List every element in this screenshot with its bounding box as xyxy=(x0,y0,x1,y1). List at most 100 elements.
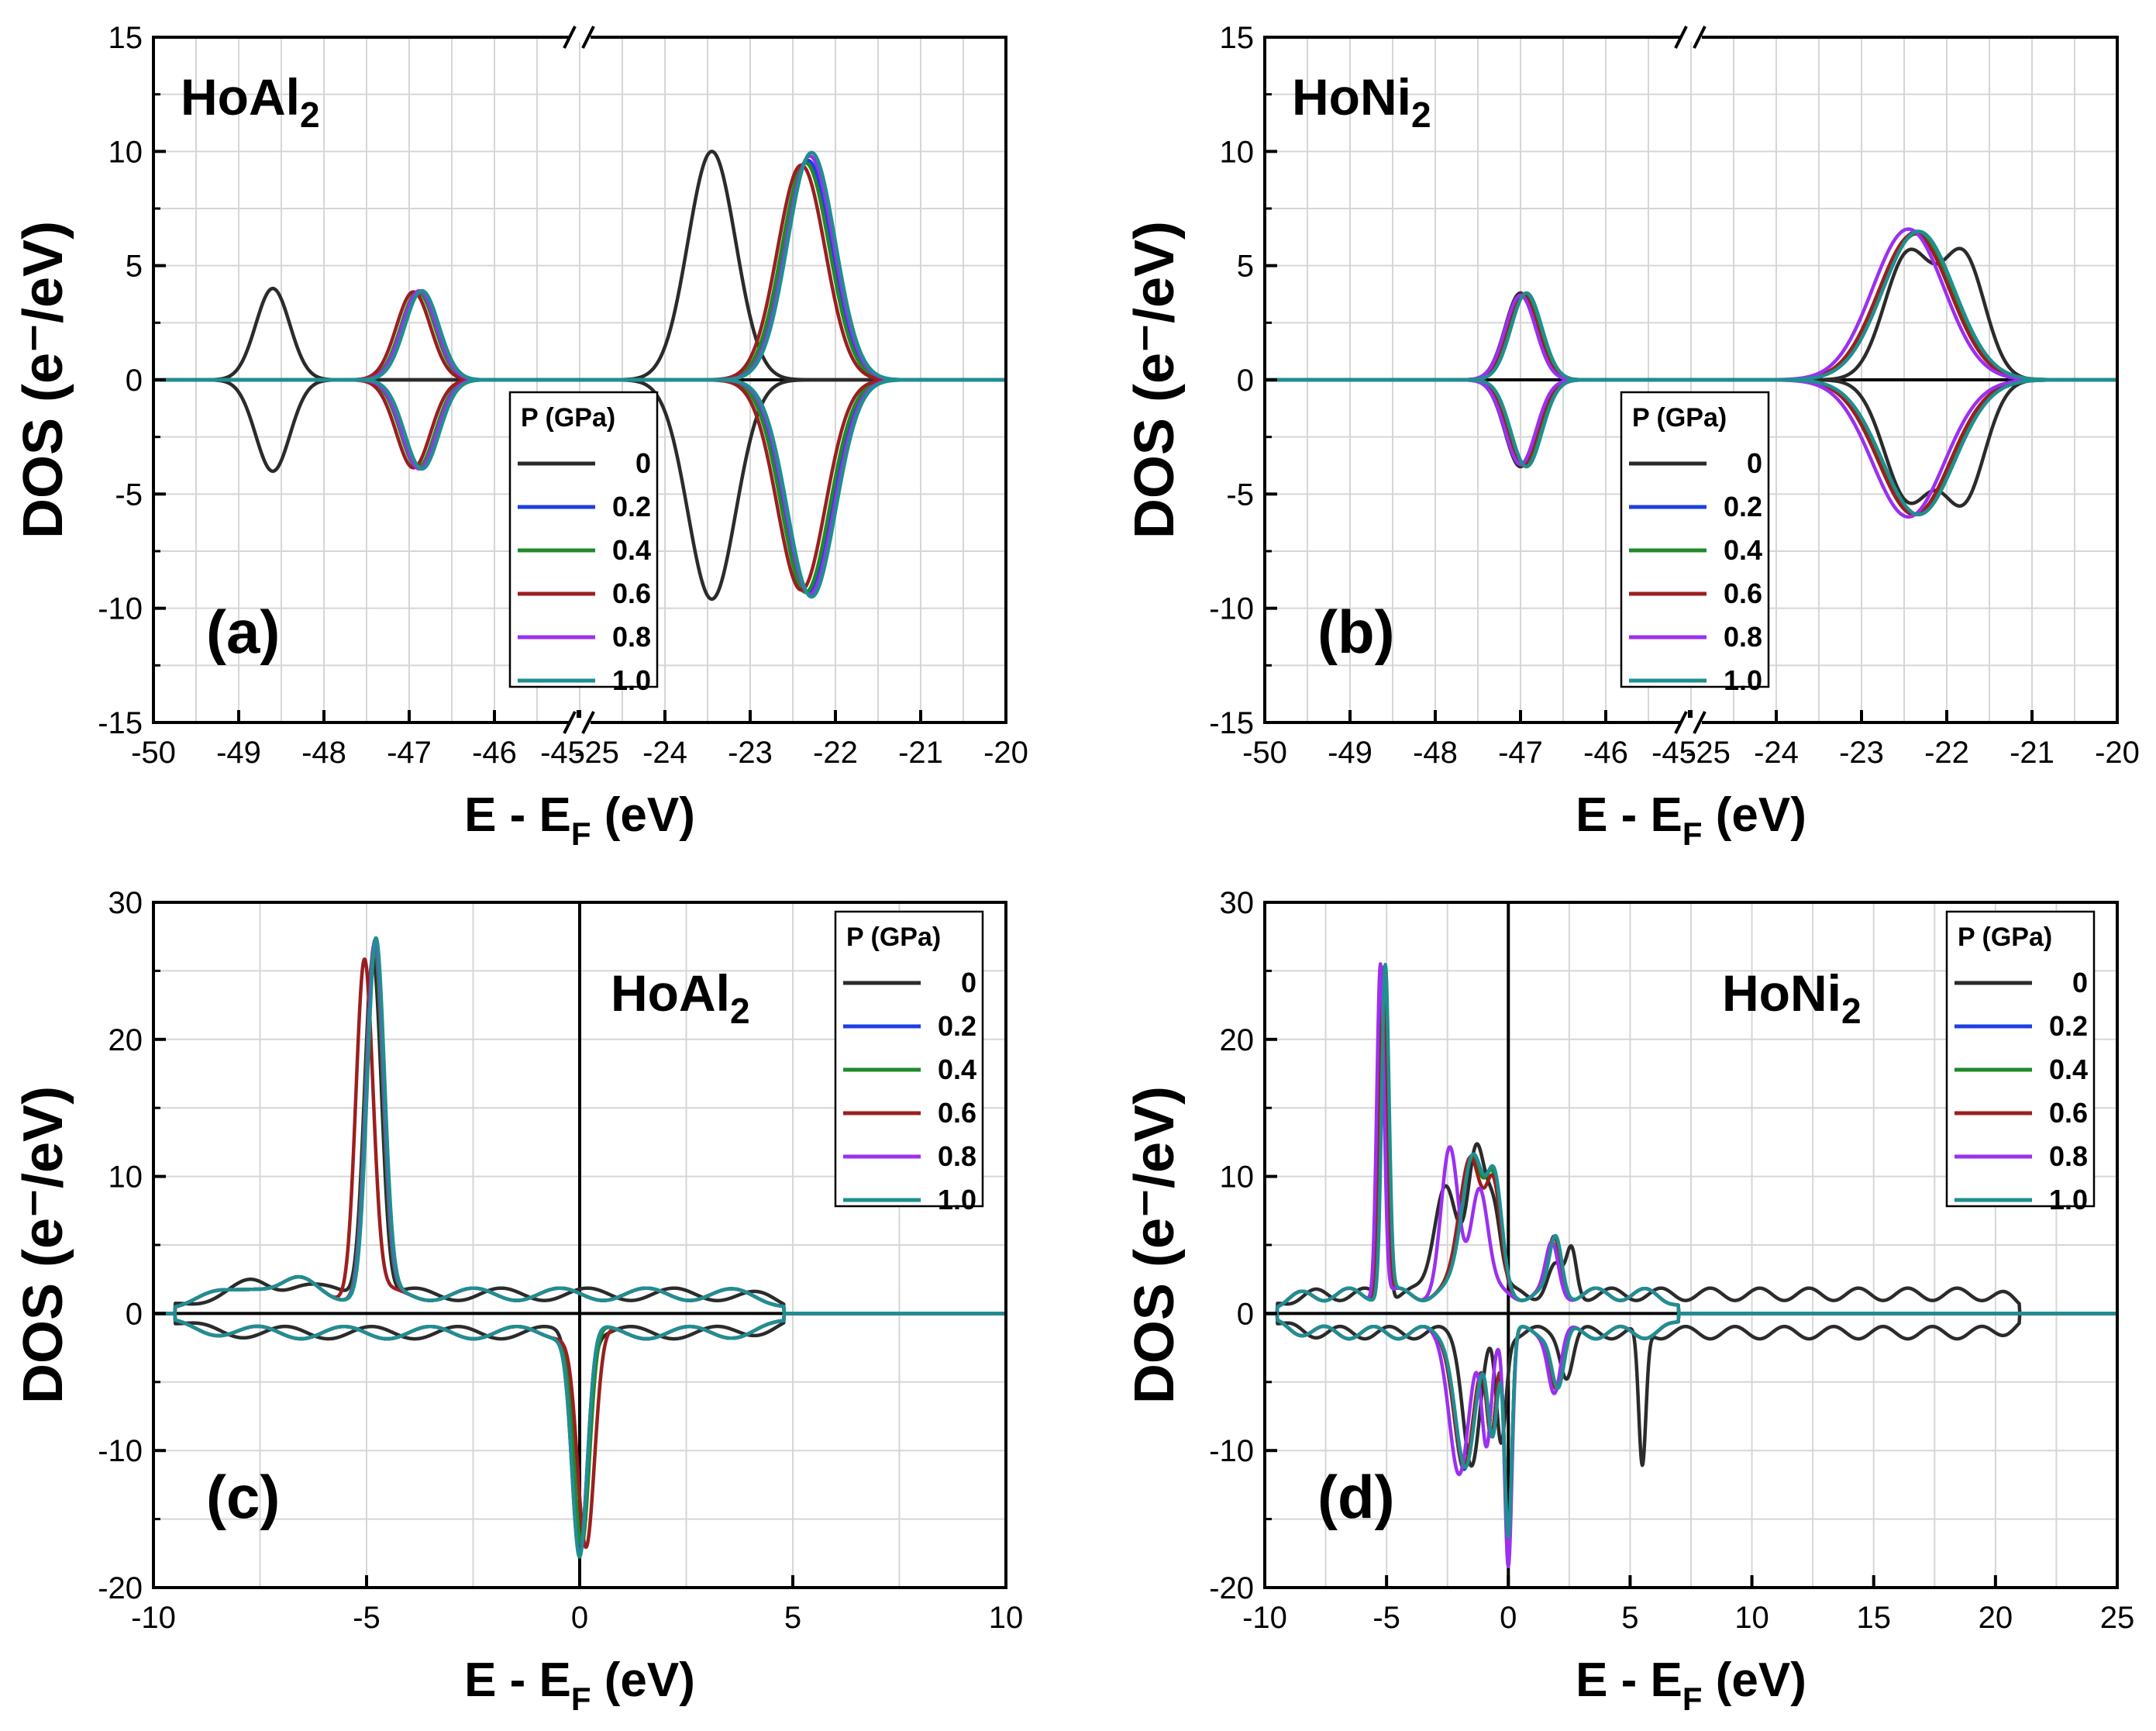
x-tick-label: -25 xyxy=(574,736,619,770)
legend-label-0.4: 0.4 xyxy=(1724,534,1762,566)
panel-label: (c) xyxy=(206,1463,280,1531)
legend-label-0: 0 xyxy=(635,447,651,479)
legend: P (GPa) 0 0.2 0.4 0.6 0.8 1.0 xyxy=(1620,391,1770,696)
legend-label-0.2: 0.2 xyxy=(612,491,651,522)
y-tick-label: 5 xyxy=(126,250,143,284)
x-tick-label: -22 xyxy=(1924,736,1969,770)
compound-name: HoNi xyxy=(1292,68,1411,126)
legend-label-0.8: 0.8 xyxy=(1724,621,1762,653)
axis-break-mark xyxy=(581,711,595,734)
y-axis-label: DOS (e⁻/eV) xyxy=(1124,221,1186,539)
legend-label-0.2: 0.2 xyxy=(938,1010,976,1042)
legend-label-0.8: 0.8 xyxy=(2049,1140,2088,1172)
y-tick-label: -5 xyxy=(115,478,143,512)
axis-break-mark xyxy=(1674,26,1688,49)
series-curves xyxy=(153,936,1006,1559)
series-1.0-down-curve xyxy=(1265,1312,2117,1539)
y-tick-label: 10 xyxy=(1220,135,1255,169)
x-axis-label-unit: (eV) xyxy=(1703,1653,1806,1707)
x-tick-label: -45 xyxy=(1651,736,1696,770)
x-tick-label: 15 xyxy=(1856,1601,1891,1635)
x-tick-label: -46 xyxy=(472,736,517,770)
x-tick-label: -24 xyxy=(642,736,687,770)
y-tick-label: 30 xyxy=(108,886,143,920)
y-tick-label: 0 xyxy=(126,364,143,398)
x-tick-label: -10 xyxy=(131,1601,176,1635)
series-1.0-down-curve xyxy=(153,378,581,471)
x-tick-label: -47 xyxy=(1498,736,1543,770)
panel-label: (a) xyxy=(206,598,280,666)
legend-title: P (GPa) xyxy=(846,922,941,952)
legend-label-0.8: 0.8 xyxy=(612,621,651,653)
y-axis-label: DOS (e⁻/eV) xyxy=(12,221,74,539)
axis-break-mark xyxy=(1693,711,1707,734)
compound-title: HoNi2 xyxy=(1292,68,1431,135)
legend-label-0.4: 0.4 xyxy=(938,1053,976,1085)
axis-break-mark xyxy=(563,26,577,49)
compound-title: HoNi2 xyxy=(1722,964,1862,1031)
y-axis-label: DOS (e⁻/eV) xyxy=(1124,1086,1186,1404)
x-axis-label: E - EF (eV) xyxy=(464,1653,695,1717)
legend-label-0: 0 xyxy=(2072,967,2088,998)
y-tick-label: 10 xyxy=(108,1160,143,1195)
axis-break-gap xyxy=(1680,718,1702,727)
axis-break-mark xyxy=(563,711,577,734)
legend-label-0.2: 0.2 xyxy=(2049,1010,2088,1042)
axis-break-gap xyxy=(569,718,591,727)
legend: P (GPa) 0 0.2 0.4 0.6 0.8 1.0 xyxy=(834,910,984,1215)
y-tick-label: -20 xyxy=(98,1571,143,1605)
legend: P (GPa) 0 0.2 0.4 0.6 0.8 1.0 xyxy=(1945,910,2096,1215)
x-axis-label-unit: (eV) xyxy=(591,788,695,842)
x-tick-label: -20 xyxy=(2095,736,2140,770)
legend-label-0.2: 0.2 xyxy=(1724,491,1762,522)
compound-title: HoAl2 xyxy=(181,68,320,135)
x-tick-label: -24 xyxy=(1754,736,1799,770)
series-1.0-down-curve xyxy=(578,378,1006,599)
x-tick-label: 10 xyxy=(989,1601,1024,1635)
x-axis-label-subscript: F xyxy=(1682,1681,1703,1717)
axis-break-gap xyxy=(569,33,591,42)
legend-label-1.0: 1.0 xyxy=(938,1184,976,1215)
legend-label-0.6: 0.6 xyxy=(1724,578,1762,609)
legend-label-0.6: 0.6 xyxy=(938,1097,976,1129)
series-1.0-down-curve xyxy=(1265,378,1693,469)
y-tick-label: 30 xyxy=(1220,886,1255,920)
x-axis-label-main: E - E xyxy=(464,788,571,842)
x-tick-label: -50 xyxy=(131,736,176,770)
x-axis-label: E - EF (eV) xyxy=(1576,1653,1806,1717)
series-1.0-down-curve xyxy=(153,1312,1006,1559)
legend-label-0.4: 0.4 xyxy=(2049,1053,2088,1085)
x-tick-label: -45 xyxy=(540,736,585,770)
x-tick-label: -5 xyxy=(353,1601,381,1635)
x-tick-label: -20 xyxy=(983,736,1028,770)
compound-subscript: 2 xyxy=(300,95,320,135)
x-tick-label: 20 xyxy=(1979,1601,2013,1635)
y-tick-label: 15 xyxy=(1220,21,1255,55)
x-tick-label: -49 xyxy=(1328,736,1372,770)
y-tick-label: 10 xyxy=(108,135,143,169)
axis-break-mark xyxy=(1674,711,1688,734)
compound-name: HoNi xyxy=(1722,964,1841,1022)
series-curves xyxy=(1265,227,2117,519)
x-tick-label: -48 xyxy=(1413,736,1458,770)
x-tick-label: -22 xyxy=(813,736,858,770)
y-tick-label: 0 xyxy=(1237,364,1254,398)
axis-break-mark xyxy=(581,26,595,49)
x-axis-label: E - EF (eV) xyxy=(464,788,695,852)
legend-label-0.4: 0.4 xyxy=(612,534,651,566)
y-tick-label: -5 xyxy=(1226,478,1254,512)
y-tick-label: -10 xyxy=(1209,592,1254,626)
legend-label-1.0: 1.0 xyxy=(612,664,651,696)
legend-label-1.0: 1.0 xyxy=(1724,664,1762,696)
y-tick-label: -10 xyxy=(98,1434,143,1468)
compound-subscript: 2 xyxy=(730,991,750,1031)
legend-label-0.8: 0.8 xyxy=(938,1140,976,1172)
legend: P (GPa) 0 0.2 0.4 0.6 0.8 1.0 xyxy=(508,391,659,696)
y-axis-label: DOS (e⁻/eV) xyxy=(12,1086,74,1404)
series-1.0-down-curve xyxy=(1689,378,2117,517)
